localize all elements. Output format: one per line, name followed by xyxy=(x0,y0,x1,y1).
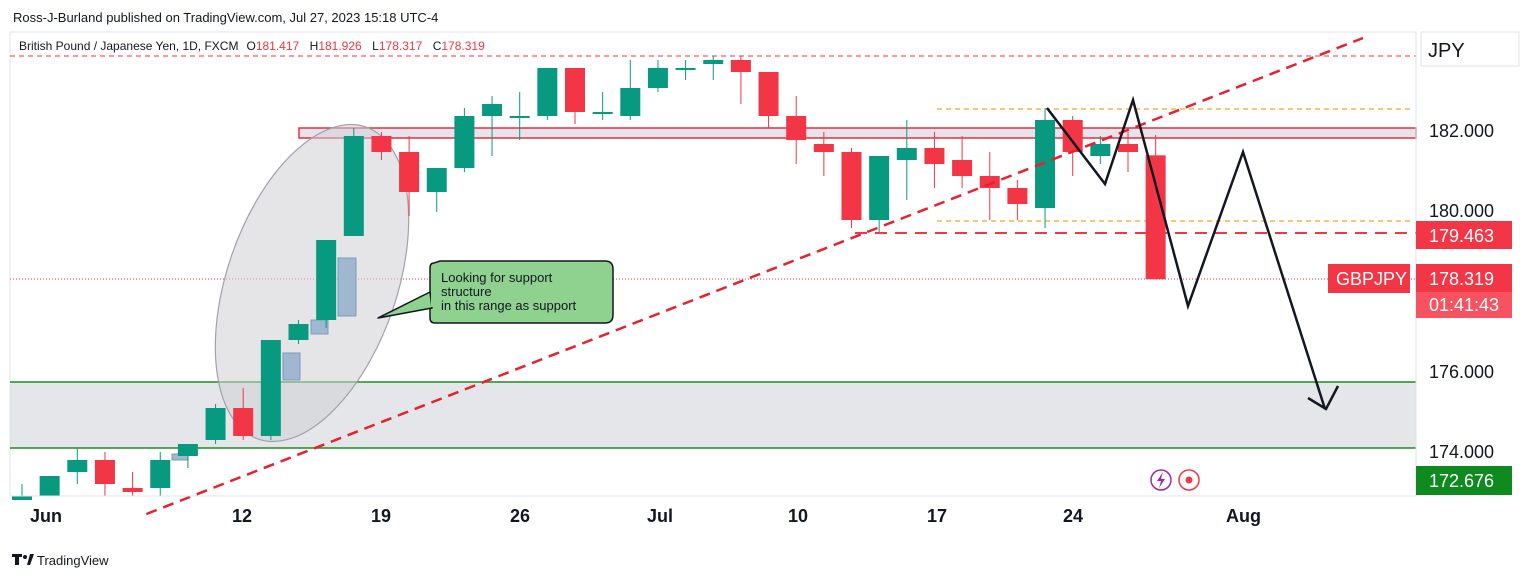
bottom-price-text: 172.676 xyxy=(1429,471,1494,491)
projection-path xyxy=(1046,95,1327,410)
candle-body-19 xyxy=(537,68,558,116)
ohlc-legend: O181.417 H181.926 L178.317 C178.319 xyxy=(246,37,485,54)
y-tick-176: 176.000 xyxy=(1429,362,1494,382)
rising-trendline xyxy=(145,36,1364,516)
x-tick-19: 19 xyxy=(371,506,391,526)
candle-body-28 xyxy=(786,116,807,140)
candle-body-15 xyxy=(426,168,447,192)
countdown-tag xyxy=(1416,292,1512,318)
candle-body-30 xyxy=(841,152,862,220)
candle-body-12 xyxy=(343,136,364,236)
candle-body-8 xyxy=(233,408,254,436)
countdown-text: 01:41:43 xyxy=(1429,295,1499,315)
level-price-text: 179.463 xyxy=(1429,226,1494,246)
lightning-icon[interactable] xyxy=(1150,469,1172,491)
candle-body-40 xyxy=(1118,144,1138,152)
callout-box xyxy=(429,260,614,324)
tradingview-logo-icon xyxy=(12,554,34,565)
candle-body-14 xyxy=(399,152,420,192)
x-tick-12: 12 xyxy=(232,506,252,526)
symbol-tag-text: GBPJPY xyxy=(1336,269,1407,289)
candle-body-6 xyxy=(177,444,198,456)
candle-body-33 xyxy=(924,148,945,164)
candle-body-11 xyxy=(316,240,337,320)
candle-body-7 xyxy=(205,408,226,440)
y-tick-180: 180.000 xyxy=(1429,201,1494,221)
candle-body-39 xyxy=(1090,144,1111,156)
x-tick-jul: Jul xyxy=(647,506,673,526)
candle-body-20 xyxy=(565,68,585,112)
candle-body-0 xyxy=(12,496,32,500)
last-price-text: 178.319 xyxy=(1429,269,1494,289)
publisher-text: Ross-J-Burland published on TradingView.… xyxy=(13,10,438,25)
x-tick-26: 26 xyxy=(510,506,530,526)
symbol-tag xyxy=(1328,264,1410,293)
candle-body-5 xyxy=(150,460,171,488)
candle-body-22 xyxy=(620,88,641,116)
candles-layer xyxy=(12,56,1166,500)
x-tick-17: 17 xyxy=(927,506,947,526)
y-tick-174: 174.000 xyxy=(1429,442,1494,462)
candle-body-17 xyxy=(482,104,503,116)
candle-body-41 xyxy=(1145,155,1166,280)
last-price-tag xyxy=(1416,264,1512,293)
candle-body-9 xyxy=(260,340,281,436)
candle-body-37 xyxy=(1035,120,1056,208)
candle-body-31 xyxy=(869,156,890,220)
candle-body-35 xyxy=(979,176,1000,188)
x-tick-jun: Jun xyxy=(30,506,62,526)
currency-label: JPY xyxy=(1428,40,1465,62)
callout-line-2: in this range as support xyxy=(441,298,577,313)
candle-body-24 xyxy=(675,68,696,70)
x-tick-24: 24 xyxy=(1063,506,1083,526)
candle-body-32 xyxy=(896,148,917,160)
candle-body-2 xyxy=(67,460,88,472)
candle-body-38 xyxy=(1062,120,1083,152)
callout-line-0: Looking for support xyxy=(441,270,553,285)
symbol-title: British Pound / Japanese Yen, 1D, FXCM xyxy=(19,39,238,53)
projection-arrowhead xyxy=(1307,385,1340,411)
candle-body-16 xyxy=(454,116,475,168)
candle-body-36 xyxy=(1007,188,1028,204)
candle-body-34 xyxy=(952,160,973,176)
candle-body-25 xyxy=(703,60,724,64)
tradingview-logo-text: TradingView xyxy=(37,553,109,568)
candle-body-4 xyxy=(122,488,143,492)
blue-box-2 xyxy=(310,319,329,335)
candle-body-21 xyxy=(592,112,613,114)
candle-body-26 xyxy=(730,60,751,72)
candle-body-13 xyxy=(371,136,392,152)
currency-box[interactable] xyxy=(1420,31,1520,67)
level-price-tag xyxy=(1416,221,1512,249)
candle-body-3 xyxy=(94,460,115,484)
candle-body-1 xyxy=(39,476,60,496)
callout-line-1: structure xyxy=(441,284,492,299)
candle-body-27 xyxy=(758,72,779,116)
candle-body-23 xyxy=(647,68,668,88)
x-tick-10: 10 xyxy=(788,506,808,526)
callout-pointer-mask xyxy=(431,293,435,307)
candle-body-18 xyxy=(509,116,530,118)
blue-box-3 xyxy=(337,257,357,317)
x-tick-aug: Aug xyxy=(1226,506,1261,526)
y-tick-182: 182.000 xyxy=(1429,121,1494,141)
candle-body-10 xyxy=(288,324,309,340)
blue-box-1 xyxy=(282,352,301,381)
record-icon[interactable] xyxy=(1178,469,1200,491)
candle-body-29 xyxy=(813,144,834,152)
bottom-price-tag xyxy=(1416,466,1512,495)
